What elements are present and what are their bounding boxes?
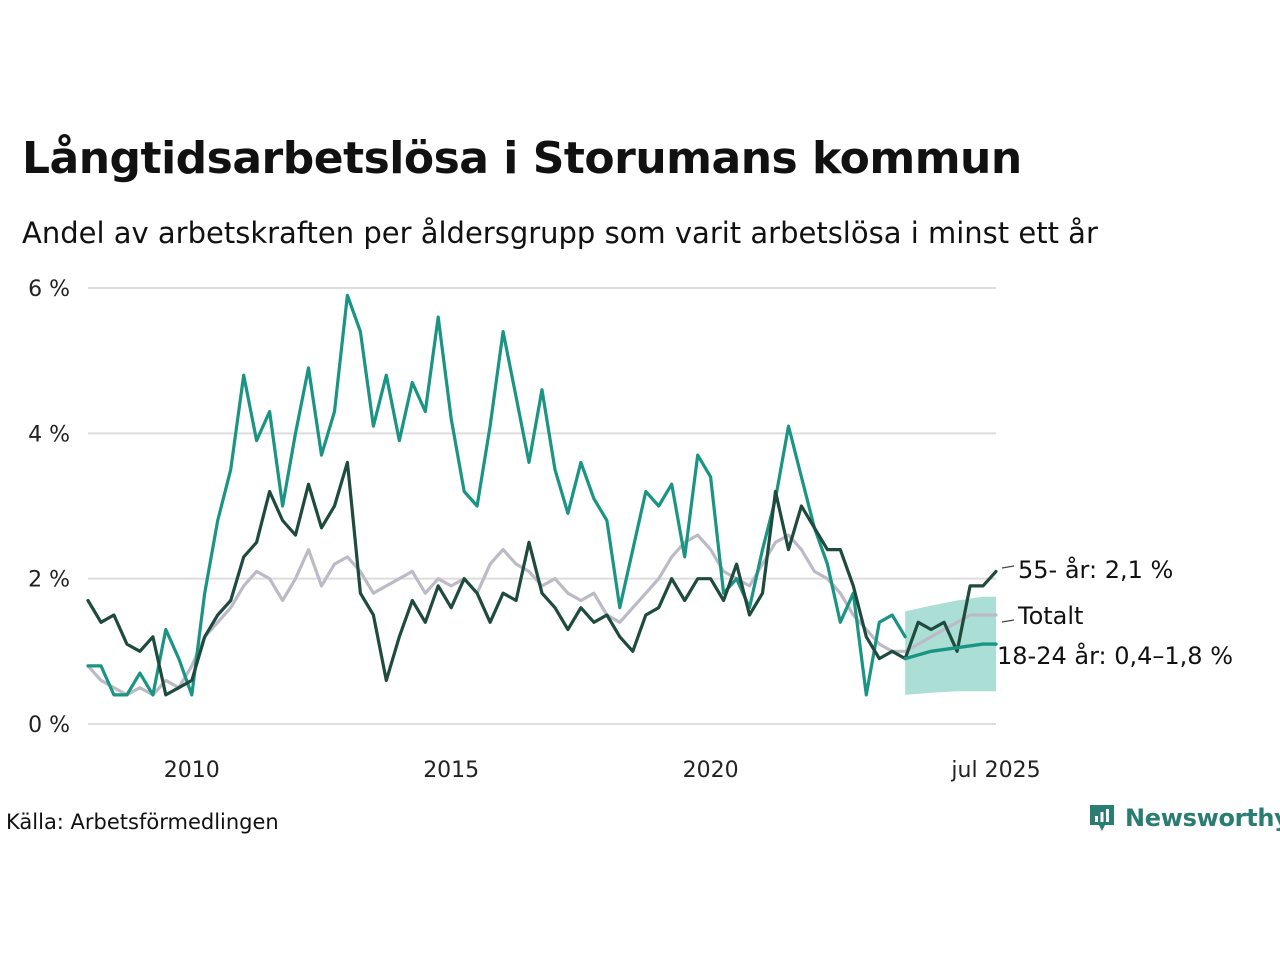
brand-name: Newsworthy — [1125, 804, 1280, 832]
label-total: Totalt — [1017, 602, 1083, 630]
series-line-55 — [86, 460, 998, 697]
label-18-24: 18-24 år: 0,4–1,8 % — [997, 641, 1233, 670]
y-tick-label: 2 % — [28, 568, 70, 593]
newsworthy-icon — [1090, 805, 1114, 831]
chart-subtitle: Andel av arbetskraften per åldersgrupp s… — [22, 216, 1098, 250]
chart-title: Långtidsarbetslösa i Storumans kommun — [22, 133, 1022, 184]
x-tick-label: 2020 — [683, 758, 739, 783]
brand-logo[interactable]: Newsworthy — [1088, 803, 1280, 833]
trend-line-18-24 — [903, 642, 998, 661]
label-total-leader — [1001, 619, 1015, 623]
x-tick-label: 2010 — [164, 758, 220, 783]
source-note: Källa: Arbetsförmedlingen — [6, 810, 279, 834]
x-tick-label: jul 2025 — [950, 758, 1040, 783]
x-tick-label: 2015 — [423, 758, 479, 783]
label-55: 55- år: 2,1 % — [1018, 555, 1173, 584]
series-line-18-24 — [86, 293, 907, 697]
series-line-total — [86, 533, 998, 697]
forecast-band-18-24 — [905, 596, 996, 695]
y-tick-label: 4 % — [28, 422, 70, 447]
label-55-leader — [1001, 565, 1015, 569]
y-tick-label: 6 % — [28, 277, 70, 302]
y-tick-label: 0 % — [28, 713, 70, 738]
